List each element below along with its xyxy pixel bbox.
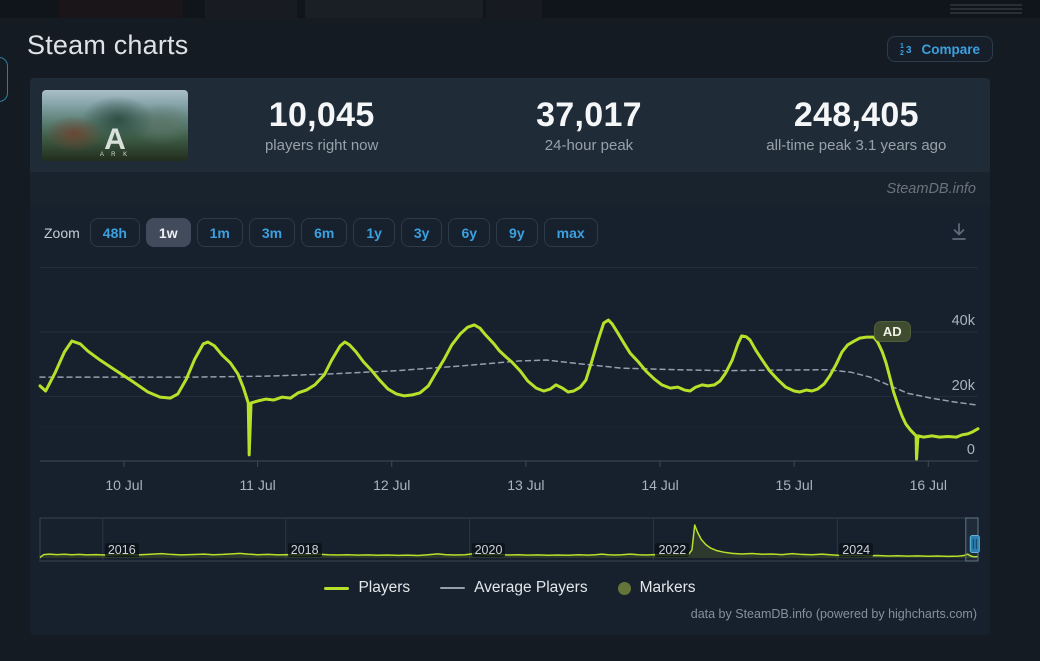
zoom-toolbar: Zoom 48h 1w 1m 3m 6m 1y 3y 6y 9y max [44,218,598,247]
steamdb-watermark: SteamDB.info [886,180,976,197]
stat-all-time-peak: 248,405 all-time peak 3.1 years ago [723,96,990,154]
x-axis-label: 11 Jul [239,477,276,493]
zoom-range-1m[interactable]: 1m [196,218,243,247]
topbar-line [950,12,1022,14]
compare-button[interactable]: 1 2 3 Compare [887,36,993,62]
chart-panel: Zoom 48h 1w 1m 3m 6m 1y 3y 6y 9y max 0 20k 40k 10 Ju… [30,205,990,635]
zoom-range-1y[interactable]: 1y [353,218,395,247]
compare-button-label: Compare [921,41,980,57]
zoom-range-6m[interactable]: 6m [301,218,348,247]
players-now-label: players right now [264,137,379,154]
zoom-buttons: 48h 1w 1m 3m 6m 1y 3y 6y 9y max [89,218,598,247]
navigator-year-label: 2018 [287,543,322,557]
topbar-block [205,0,297,18]
topbar-line [950,4,1022,6]
navigator-year-label: 2024 [839,543,874,557]
markers-dot-swatch [617,581,631,595]
y-axis-label-0: 0 [966,442,975,458]
zoom-range-max[interactable]: max [543,218,598,247]
ark-logo-word: A R K [99,151,131,158]
zoom-range-1w[interactable]: 1w [145,218,191,247]
peak-24h-label: 24-hour peak [544,137,634,154]
x-axis-label: 12 Jul [373,477,411,493]
x-axis-label: 13 Jul [507,477,545,493]
chart-legend: Players Average Players Markers [30,579,990,597]
topbar-block [58,0,183,18]
navigator-year-label: 2016 [104,543,139,557]
players-series-line[interactable] [38,318,980,461]
x-axis-label: 15 Jul [775,477,813,493]
stats-panel: A A R K 10,045 players right now 37,017 … [30,78,990,172]
average-line-swatch [440,587,466,589]
topbar-line [950,8,1022,10]
navigator-year-label: 2022 [655,543,690,557]
legend-markers-label: Markers [639,579,696,596]
zoom-range-3y[interactable]: 3y [400,218,443,247]
zoom-range-9y[interactable]: 9y [496,218,538,247]
game-thumbnail[interactable]: A A R K [42,89,188,161]
zoom-range-3m[interactable]: 3m [248,218,296,247]
all-time-peak-label: all-time peak 3.1 years ago [766,137,947,154]
navigator-year-label: 2020 [471,543,506,557]
zoom-range-6y[interactable]: 6y [448,218,491,247]
y-axis-label-20k: 20k [951,377,975,394]
legend-players-label: Players [358,579,411,596]
compare-list-icon: 1 2 3 [900,43,912,56]
offscreen-focus-outline [0,57,8,102]
stat-24h-peak: 37,017 24-hour peak [455,96,722,154]
ark-logo-letter: A [104,122,126,156]
topbar-block [305,0,483,18]
players-line-swatch [324,586,350,590]
highcharts-credits[interactable]: data by SteamDB.info (powered by highcha… [690,607,977,621]
topbar-block [486,0,542,18]
stat-players-now: 10,045 players right now [188,96,455,154]
legend-item-players[interactable]: Players [324,579,410,597]
zoom-label: Zoom [44,224,80,241]
watermark-strip: SteamDB.info [30,172,990,205]
y-axis-label-40k: 40k [951,313,975,329]
navigator-series-line [39,524,979,559]
highcharts-plot [38,267,980,562]
svg-text:1: 1 [900,43,904,50]
svg-text:2: 2 [900,50,904,56]
download-icon[interactable] [948,221,970,250]
legend-item-markers[interactable]: Markers [617,579,696,597]
legend-average-label: Average Players [474,579,588,596]
page-title: Steam charts [27,30,189,60]
x-axis-label: 10 Jul [105,477,143,493]
players-now-value: 10,045 [268,96,375,134]
x-axis-label: 16 Jul [909,477,947,493]
peak-24h-value: 37,017 [536,96,642,134]
x-axis-label: 14 Jul [641,477,679,493]
site-topbar [0,0,1040,18]
average-players-series-line[interactable] [39,359,979,406]
marker-ad-badge[interactable]: AD [873,321,911,343]
svg-text:3: 3 [906,45,912,56]
navigator-handle[interactable] [969,535,980,553]
legend-item-average-players[interactable]: Average Players [440,579,588,597]
zoom-range-48h[interactable]: 48h [89,218,140,247]
all-time-peak-value: 248,405 [793,96,919,134]
